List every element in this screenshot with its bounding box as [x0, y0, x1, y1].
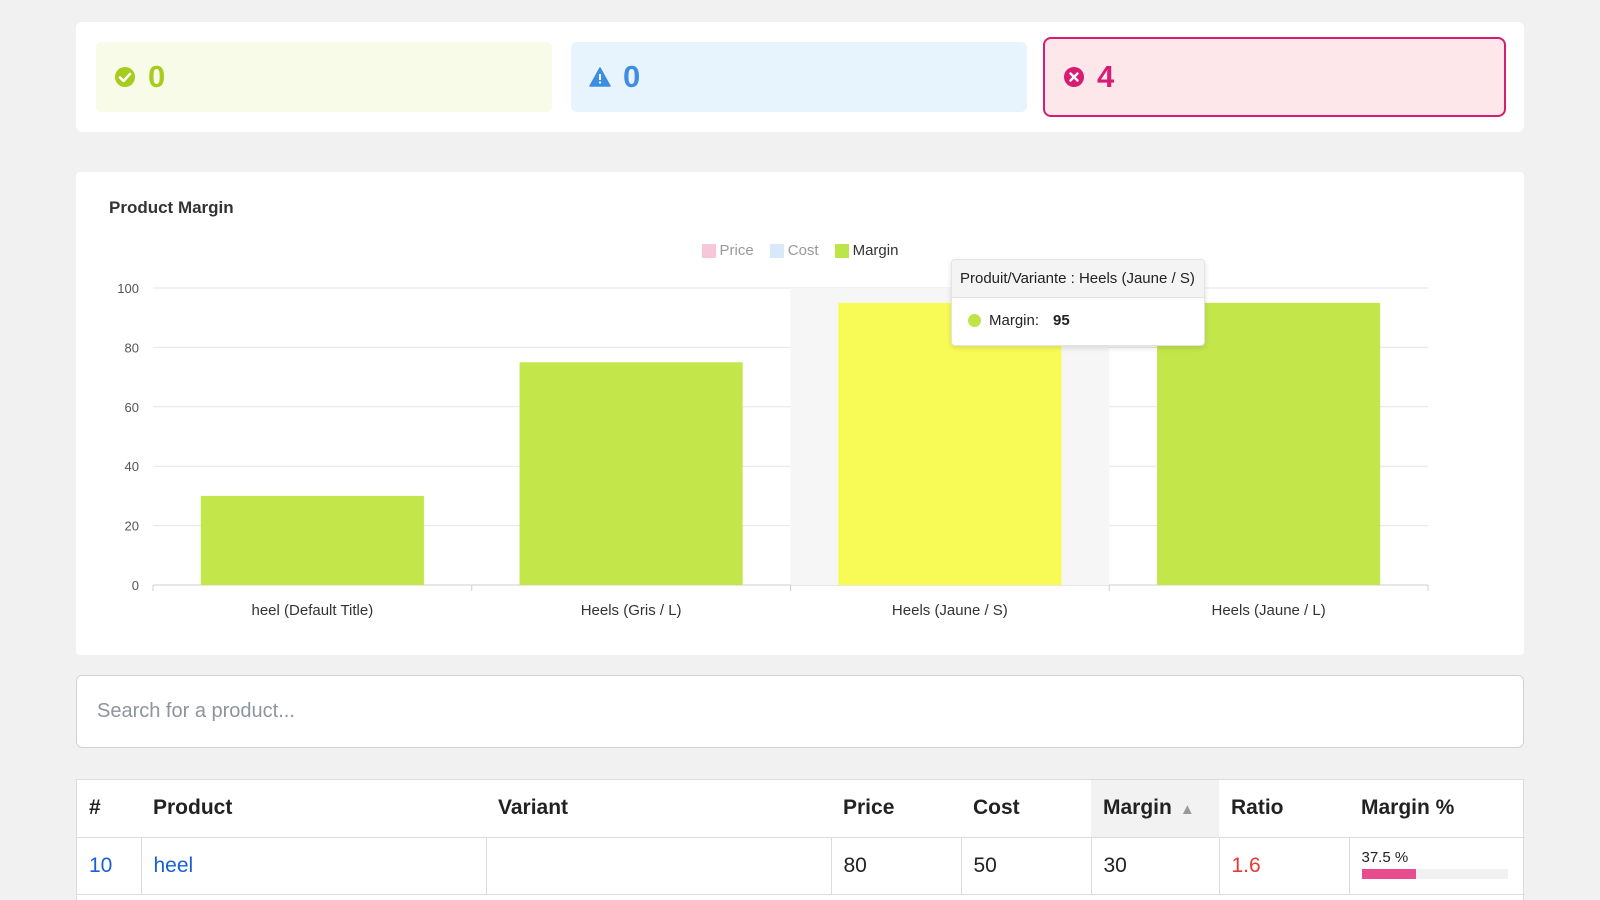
column-header-id[interactable]: # — [77, 780, 141, 838]
legend-item-price[interactable]: Price — [701, 242, 754, 259]
margin-header-label: Margin — [1103, 796, 1172, 820]
success-count: 0 — [148, 59, 166, 94]
success-card[interactable]: 0 — [96, 42, 552, 112]
cell-product[interactable]: heel — [141, 837, 487, 895]
margin-percent-text: 37.5 % — [1361, 848, 1409, 866]
y-tick-label: 0 — [132, 578, 139, 593]
warning-count: 0 — [623, 59, 641, 94]
product-link[interactable]: heel — [153, 853, 194, 877]
x-tick-label: Heels (Jaune / L) — [1212, 602, 1326, 619]
column-header-margin[interactable]: Margin ▲ — [1091, 780, 1219, 838]
column-header-margin-percent[interactable]: Margin % — [1349, 780, 1525, 838]
legend-swatch-cost — [769, 243, 784, 258]
tooltip-header: Produit/Variante : Heels (Jaune / S) — [952, 260, 1204, 298]
cell-margin-percent: 37.5 % — [1349, 837, 1525, 895]
column-header-ratio[interactable]: Ratio — [1219, 780, 1349, 838]
product-margin-chart: 0 20 40 60 80 100 heel (Default Title) Heels (G… — [117, 281, 1429, 619]
chart-legend: Price Cost Margin — [76, 242, 1524, 259]
table-row: 10 heel 80 50 30 1.6 37.5 % — [77, 837, 1525, 895]
error-circle-icon — [1064, 67, 1084, 87]
tooltip-value: 95 — [1053, 312, 1070, 329]
legend-label-cost: Cost — [787, 242, 819, 259]
cell-id[interactable]: 10 — [77, 837, 142, 895]
error-count: 4 — [1097, 59, 1115, 94]
chart-tooltip: Produit/Variante : Heels (Jaune / S) Mar… — [951, 259, 1205, 346]
chart-title: Product Margin — [109, 198, 234, 217]
cell-cost: 50 — [961, 837, 1092, 895]
bar — [1157, 302, 1381, 585]
cell-ratio: 1.6 — [1219, 837, 1350, 895]
search-input[interactable] — [77, 676, 1523, 747]
column-header-product[interactable]: Product — [141, 780, 486, 838]
warning-card[interactable]: 0 — [571, 42, 1027, 112]
bar — [519, 362, 743, 585]
y-tick-label: 20 — [125, 519, 139, 534]
legend-swatch-price — [701, 243, 716, 258]
cell-price: 80 — [831, 837, 962, 895]
sort-ascending-icon: ▲ — [1179, 801, 1195, 819]
cell-margin: 30 — [1091, 837, 1220, 895]
table-header-row: # Product Variant Price Cost Margin ▲ Rat… — [77, 780, 1525, 838]
error-card[interactable]: 4 — [1043, 37, 1506, 117]
legend-swatch-margin — [834, 243, 849, 258]
y-tick-label: 80 — [125, 340, 139, 355]
y-tick-label: 40 — [125, 459, 139, 474]
column-header-variant[interactable]: Variant — [486, 780, 831, 838]
y-tick-label: 100 — [117, 281, 139, 296]
tooltip-body: Margin: 95 — [952, 298, 1204, 329]
legend-item-margin[interactable]: Margin — [834, 242, 899, 259]
bar — [200, 495, 424, 585]
legend-label-price: Price — [719, 242, 754, 259]
y-tick-label: 60 — [125, 400, 139, 415]
status-panel: 0 0 4 — [76, 22, 1524, 132]
chart-panel: 0 20 40 60 80 100 heel (Default Title) Heels (G… — [76, 172, 1524, 655]
cell-variant — [486, 837, 832, 895]
legend-item-cost[interactable]: Cost — [769, 242, 819, 259]
product-table-container: # Product Variant Price Cost Margin ▲ Rat… — [76, 779, 1525, 900]
x-tick-label: Heels (Gris / L) — [581, 602, 682, 619]
tooltip-series-dot — [968, 314, 981, 327]
column-header-price[interactable]: Price — [831, 780, 961, 838]
legend-label-margin: Margin — [852, 242, 899, 259]
row-id-link[interactable]: 10 — [89, 853, 113, 877]
x-tick-label: heel (Default Title) — [252, 602, 374, 619]
bar — [838, 302, 1062, 585]
margin-percent-bar — [1361, 868, 1508, 879]
column-header-cost[interactable]: Cost — [961, 780, 1091, 838]
x-tick-label: Heels (Jaune / S) — [892, 602, 1008, 619]
tooltip-label: Margin: — [989, 312, 1040, 329]
check-circle-icon — [115, 67, 135, 87]
search-box — [76, 675, 1524, 748]
margin-percent-fill — [1361, 868, 1417, 879]
product-table: # Product Variant Price Cost Margin ▲ Rat… — [77, 780, 1525, 895]
warning-triangle-icon — [589, 67, 611, 87]
